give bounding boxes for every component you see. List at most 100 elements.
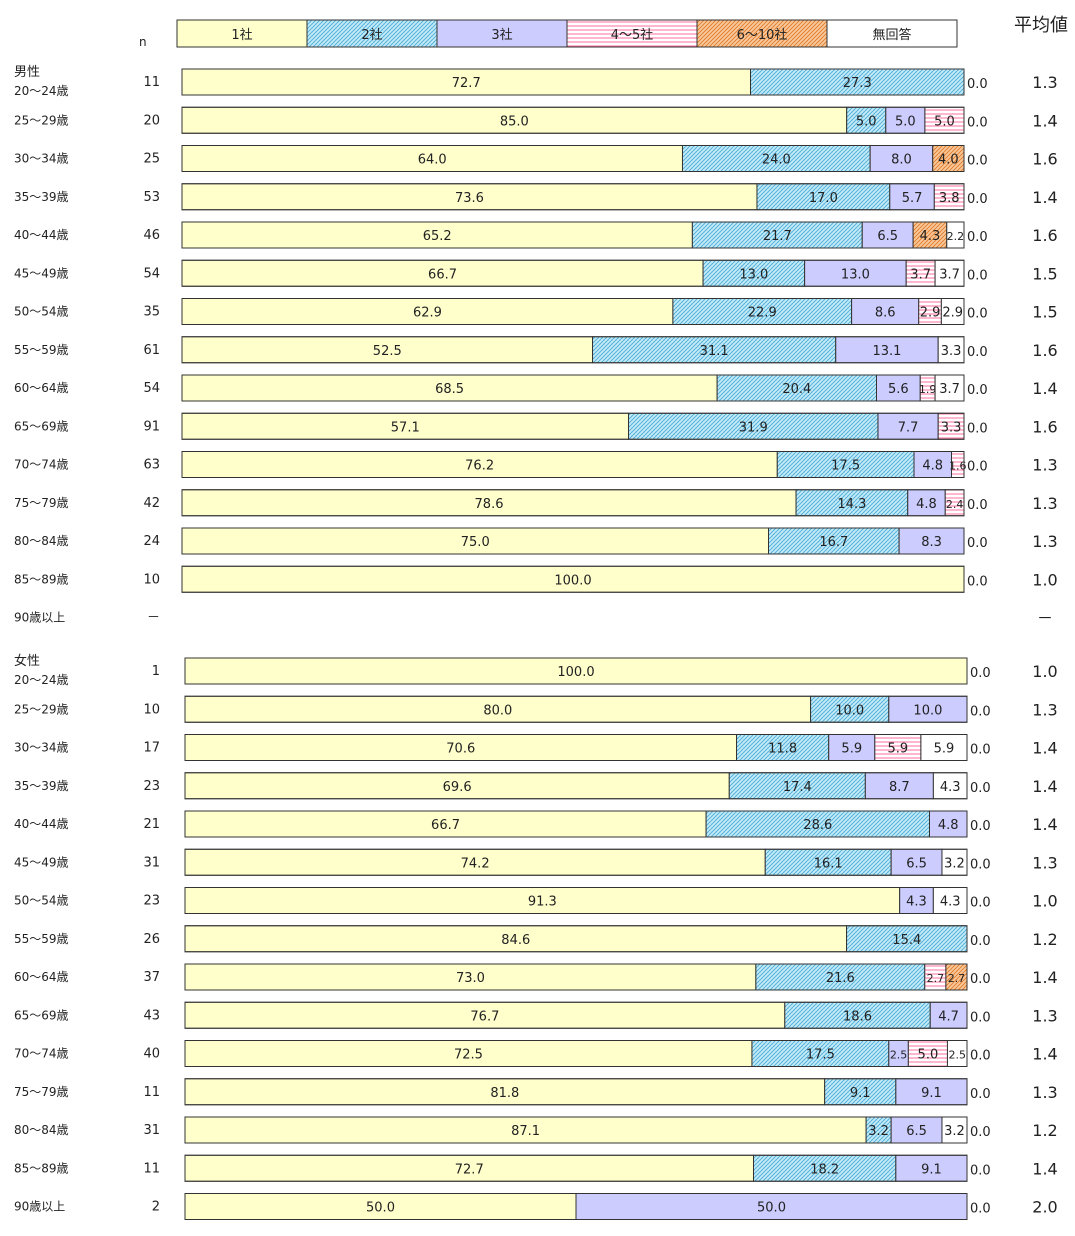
zero-value-label: 0.0 bbox=[967, 307, 988, 322]
row-label: 85～89歳 bbox=[14, 1161, 69, 1175]
bar-outline bbox=[181, 451, 965, 478]
row-label: 35～39歳 bbox=[14, 779, 69, 793]
bar-value-label: 16.7 bbox=[819, 535, 848, 550]
bar-value-label: 2.5 bbox=[948, 1049, 966, 1062]
bar-segment bbox=[736, 734, 830, 761]
row-n: 61 bbox=[143, 343, 160, 358]
bar-outline bbox=[184, 925, 968, 953]
bar-outline bbox=[181, 336, 965, 364]
row-mean: 1.3 bbox=[1032, 494, 1057, 513]
bar-segment bbox=[865, 1116, 892, 1144]
zero-value-label: 0.0 bbox=[970, 666, 991, 681]
bar-outline bbox=[184, 772, 968, 800]
bar-segment bbox=[750, 68, 965, 96]
bar-value-label: 5.0 bbox=[856, 114, 877, 129]
row-n: 10 bbox=[143, 702, 160, 717]
bar-value-label: 68.5 bbox=[435, 382, 464, 397]
row-mean: 1.4 bbox=[1032, 1045, 1057, 1064]
bar-value-label: 13.0 bbox=[739, 267, 768, 282]
bar-value-label: 3.7 bbox=[910, 267, 931, 282]
bar-value-label: 81.8 bbox=[490, 1086, 519, 1101]
row-label: 40～44歳 bbox=[14, 817, 69, 831]
bar-segment bbox=[924, 106, 965, 134]
bar-value-label: 4.0 bbox=[938, 153, 959, 168]
row-label: 85～89歳 bbox=[14, 572, 69, 586]
row-mean: 1.4 bbox=[1032, 739, 1057, 758]
bar-value-label: 57.1 bbox=[391, 420, 420, 435]
bar-value-label: 5.6 bbox=[888, 382, 909, 397]
zero-value-label: 0.0 bbox=[970, 1163, 991, 1178]
row-n: 91 bbox=[143, 419, 160, 434]
row-mean: 1.4 bbox=[1032, 379, 1057, 398]
bar-segment bbox=[184, 887, 901, 914]
row-label: 50～54歳 bbox=[14, 305, 69, 319]
zero-value-label: 0.0 bbox=[967, 421, 988, 436]
bar-value-label: 87.1 bbox=[511, 1124, 540, 1139]
bar-segment bbox=[181, 259, 704, 287]
bar-value-label: 20.4 bbox=[782, 382, 811, 397]
bar-value-label: 8.6 bbox=[875, 306, 896, 321]
zero-value-label: 0.0 bbox=[970, 896, 991, 911]
bar-value-label: 2.2 bbox=[947, 230, 965, 243]
group-label: 男性 bbox=[14, 65, 40, 80]
bar-value-label: 4.8 bbox=[938, 818, 959, 833]
bar-value-label: 17.5 bbox=[831, 459, 860, 474]
bar-segment bbox=[181, 451, 778, 478]
bar-outline bbox=[181, 259, 965, 287]
bar-segment bbox=[899, 887, 934, 914]
bar-value-label: 9.1 bbox=[921, 1086, 942, 1101]
bar-value-label: 4.8 bbox=[922, 459, 943, 474]
zero-value-label: 0.0 bbox=[970, 1049, 991, 1064]
bar-segment bbox=[895, 1078, 968, 1106]
bar-value-label: 3.7 bbox=[939, 382, 960, 397]
bar-outline bbox=[184, 1116, 968, 1144]
bar-value-label: 28.6 bbox=[803, 818, 832, 833]
bar-value-label: 8.3 bbox=[921, 535, 942, 550]
bar-value-label: 15.4 bbox=[892, 933, 921, 948]
row-label: 55～59歳 bbox=[14, 343, 69, 357]
group-1: 男性 20～24歳 11 1.3 72.7 27.3 0.0 25～29歳 20 1.4 85.0 5… bbox=[14, 65, 1058, 628]
row-label: 70～74歳 bbox=[14, 458, 69, 472]
bar-value-label: 1.9 bbox=[919, 383, 937, 396]
bar-value-label: 73.6 bbox=[455, 191, 484, 206]
bar-value-label: 5.0 bbox=[934, 114, 955, 129]
bar-value-label: 18.6 bbox=[843, 1009, 872, 1024]
bar-value-label: 4.7 bbox=[938, 1009, 959, 1024]
bar-value-label: 66.7 bbox=[428, 267, 457, 282]
bar-outline bbox=[184, 810, 968, 838]
bar-outline bbox=[181, 183, 965, 211]
bar-value-label: 3.7 bbox=[939, 267, 960, 282]
zero-value-label: 0.0 bbox=[967, 192, 988, 207]
bar-segment bbox=[888, 695, 968, 723]
row-mean: 1.4 bbox=[1032, 968, 1057, 987]
bar-value-label: 2.4 bbox=[946, 498, 964, 511]
bar-value-label: 11.8 bbox=[768, 742, 797, 757]
row-n: 10 bbox=[143, 572, 160, 587]
row-n: 42 bbox=[143, 496, 160, 511]
bar-outline bbox=[184, 1193, 968, 1220]
row-label: 60～64歳 bbox=[14, 970, 69, 984]
bar-value-label: 91.3 bbox=[528, 895, 557, 910]
bar-outline bbox=[181, 68, 965, 96]
row-mean: 1.2 bbox=[1032, 1121, 1057, 1140]
bar-segment bbox=[824, 1078, 897, 1106]
row-label: 35～39歳 bbox=[14, 190, 69, 204]
bar-value-label: 3.2 bbox=[944, 856, 965, 871]
bar-value-label: 21.7 bbox=[763, 229, 792, 244]
zero-value-label: 0.0 bbox=[967, 460, 988, 475]
row-mean: 1.3 bbox=[1032, 73, 1057, 92]
bar-value-label: 69.6 bbox=[443, 780, 472, 795]
row-mean: 1.3 bbox=[1032, 700, 1057, 719]
bar-segment bbox=[804, 259, 907, 287]
row-mean: 1.6 bbox=[1032, 341, 1057, 360]
bar-value-label: 17.0 bbox=[809, 191, 838, 206]
row-label: 30～34歳 bbox=[14, 741, 69, 755]
row-n: 11 bbox=[143, 1161, 160, 1176]
row-n: 35 bbox=[143, 305, 160, 320]
bar-segment bbox=[864, 772, 934, 800]
bar-value-label: 2.5 bbox=[890, 1049, 908, 1062]
row-mean: 1.4 bbox=[1032, 111, 1057, 130]
bar-value-label: 10.0 bbox=[913, 703, 942, 718]
bar-value-label: 31.9 bbox=[739, 420, 768, 435]
bar-value-label: 52.5 bbox=[373, 344, 402, 359]
